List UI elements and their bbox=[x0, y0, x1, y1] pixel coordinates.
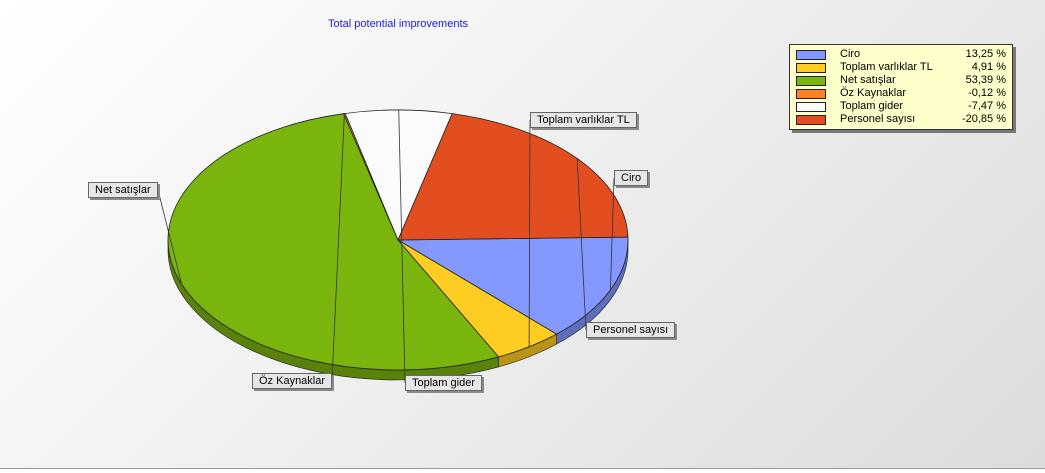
legend-item-ciro: Ciro 13,25 % bbox=[790, 48, 1012, 61]
legend-label: Personel sayısı bbox=[840, 113, 916, 125]
legend-label: Toplam gider bbox=[840, 100, 903, 112]
legend-swatch bbox=[796, 76, 826, 86]
pie-slice-ciro bbox=[396, 236, 629, 335]
legend: Ciro 13,25 % Toplam varlıklar TL 4,91 % Net … bbox=[789, 44, 1013, 130]
leader-line-personel-sayisi bbox=[576, 158, 587, 331]
legend-item-toplam-gider: Toplam gider -7,47 % bbox=[790, 100, 1012, 113]
pie-slice-personel-sayisi bbox=[397, 113, 629, 241]
legend-item-personel-sayisi: Personel sayısı -20,85 % bbox=[790, 113, 1012, 126]
legend-label: Toplam varlıklar TL bbox=[840, 61, 933, 73]
legend-swatch bbox=[796, 102, 826, 112]
legend-swatch bbox=[796, 89, 826, 99]
legend-item-oz-kaynaklar: Öz Kaynaklar -0,12 % bbox=[790, 87, 1012, 100]
legend-value: -7,47 % bbox=[968, 100, 1006, 112]
legend-label: Net satışlar bbox=[840, 74, 896, 86]
slice-label-toplam-gider: Toplam gider bbox=[405, 375, 482, 391]
legend-item-net-satislar: Net satışlar 53,39 % bbox=[790, 74, 1012, 87]
slice-label-personel-sayisi: Personel sayısı bbox=[586, 322, 676, 338]
leader-line-toplam-varliklar-tl bbox=[528, 119, 531, 347]
leader-line-oz-kaynaklar bbox=[331, 113, 345, 382]
slice-label-toplam-varliklar-tl: Toplam varlıklar TL bbox=[530, 112, 637, 128]
legend-value: 53,39 % bbox=[965, 74, 1006, 86]
legend-value: -0,12 % bbox=[968, 87, 1006, 99]
legend-label: Ciro bbox=[840, 48, 861, 60]
legend-value: 13,25 % bbox=[965, 48, 1006, 60]
legend-label: Öz Kaynaklar bbox=[840, 87, 907, 99]
chart-title: Total potential improvements bbox=[327, 18, 468, 30]
leader-line-net-satislar bbox=[157, 189, 182, 285]
slice-label-net-satislar: Net satışlar bbox=[88, 182, 158, 198]
legend-swatch bbox=[796, 115, 826, 125]
slice-label-oz-kaynaklar: Öz Kaynaklar bbox=[252, 373, 333, 389]
leader-line-ciro bbox=[610, 177, 615, 290]
leader-line-toplam-gider bbox=[398, 109, 406, 384]
legend-swatch bbox=[796, 50, 826, 60]
bottom-divider bbox=[0, 468, 1045, 469]
legend-value: -20,85 % bbox=[961, 113, 1006, 125]
slice-label-ciro: Ciro bbox=[614, 170, 649, 186]
legend-swatch bbox=[796, 63, 826, 73]
legend-value: 4,91 % bbox=[971, 61, 1006, 73]
legend-item-toplam-varliklar-tl: Toplam varlıklar TL 4,91 % bbox=[790, 61, 1012, 74]
